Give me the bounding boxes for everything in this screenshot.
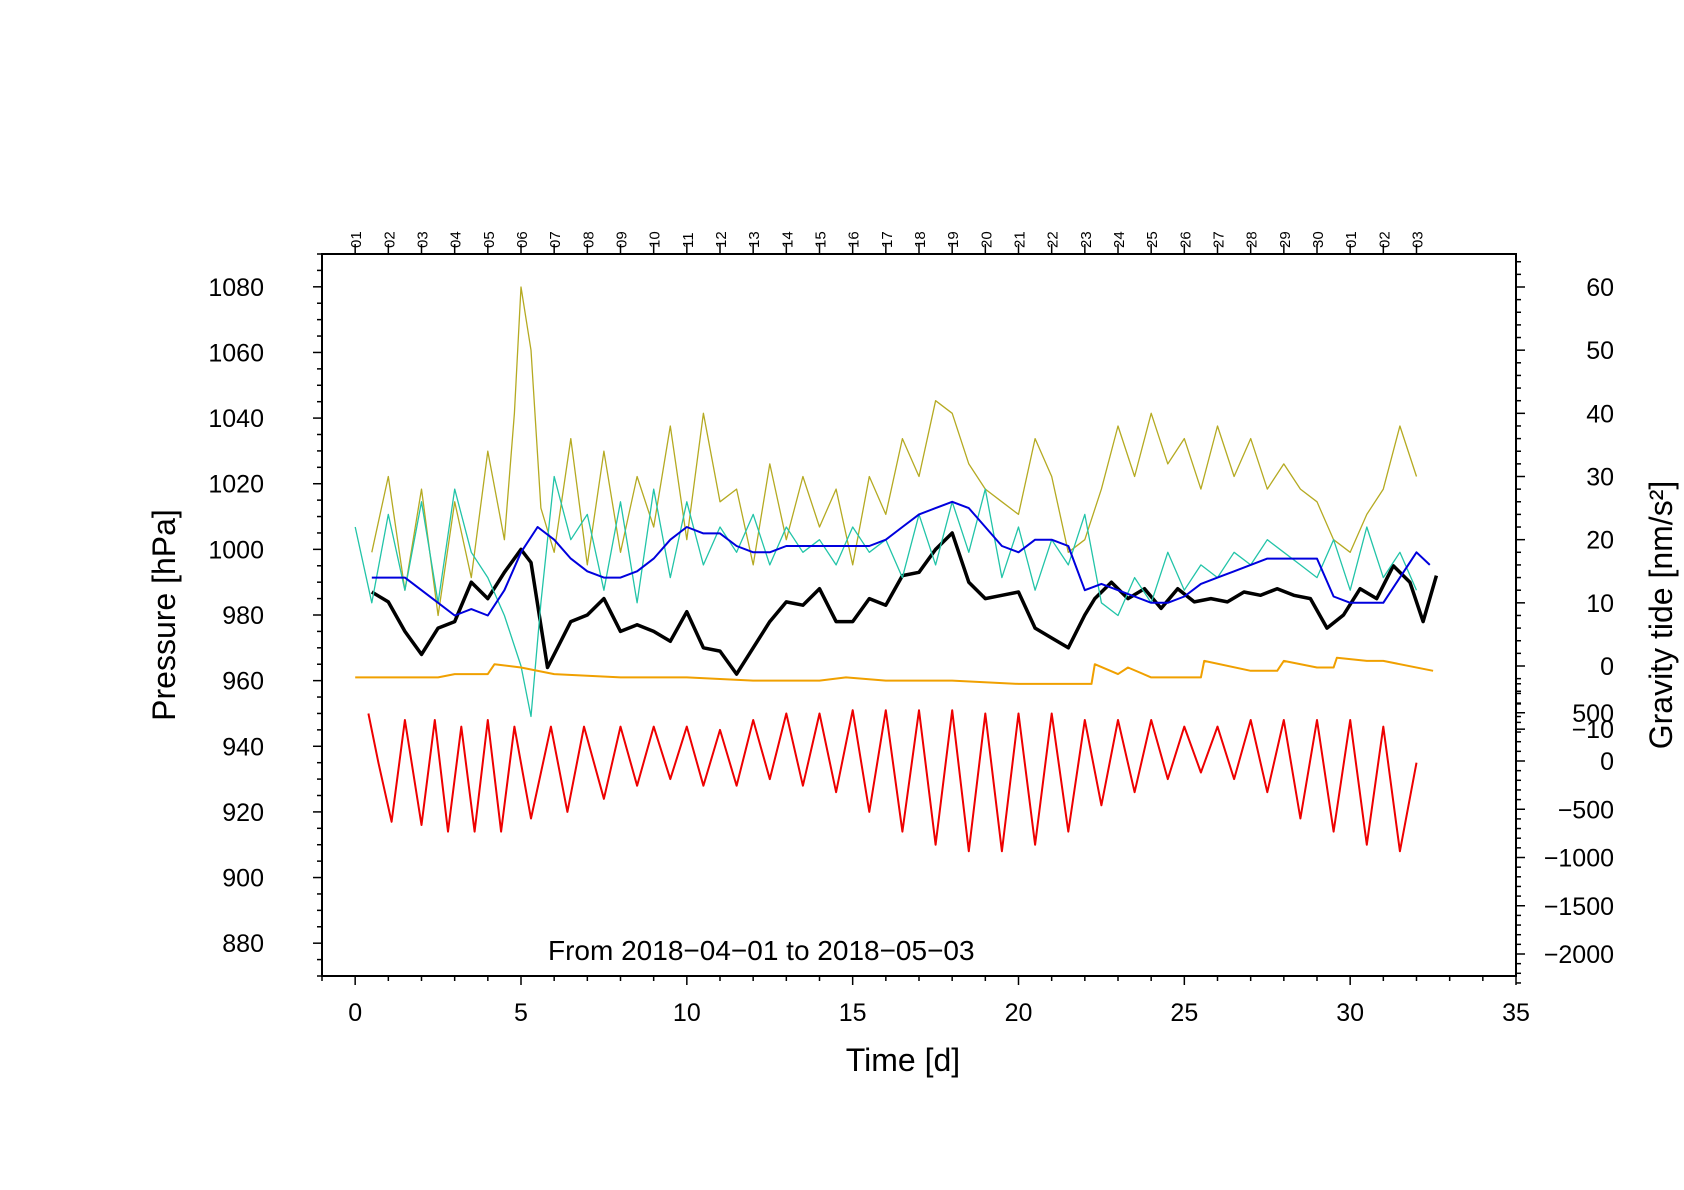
series-line-offset-orange — [355, 656, 1434, 685]
y-right-axis-title: Gravity tide [nm/s²] — [1643, 481, 1679, 750]
top-day-label: 08 — [580, 231, 597, 248]
y-left-tick-label: 1080 — [208, 274, 264, 302]
annotation-date-range: From 2018−04−01 to 2018−05−03 — [548, 935, 975, 966]
series-line-gravity-tide-amplitude-teal — [354, 475, 1418, 718]
y-left-tick-label: 960 — [222, 668, 264, 696]
y-right-upper-tick-label: 50 — [1586, 337, 1614, 365]
top-day-label: 09 — [614, 231, 631, 248]
y-left-tick-label: 1040 — [208, 405, 264, 433]
top-day-label: 03 — [415, 231, 432, 248]
y-left-tick-label: 900 — [222, 865, 264, 893]
series-layer — [354, 286, 1439, 853]
top-day-label: 14 — [779, 231, 796, 248]
x-tick-label: 5 — [514, 999, 528, 1027]
top-day-label: 21 — [1012, 231, 1029, 248]
top-day-label: 01 — [1343, 231, 1360, 248]
y-left-axis-title: Pressure [hPa] — [146, 509, 182, 721]
y-right-lower-tick-label: −1000 — [1544, 845, 1614, 873]
top-day-label: 07 — [547, 231, 564, 248]
y-right-upper-tick-label: 20 — [1586, 527, 1614, 555]
tick-marks — [313, 244, 1525, 985]
top-day-label: 22 — [1045, 231, 1062, 248]
x-tick-label: 25 — [1170, 999, 1198, 1027]
y-left-tick-label: 1020 — [208, 471, 264, 499]
y-left-tick-label: 980 — [222, 602, 264, 630]
top-day-label: 26 — [1177, 231, 1194, 248]
y-right-lower-tick-label: −1500 — [1544, 893, 1614, 921]
y-right-upper-tick-label: 40 — [1586, 400, 1614, 428]
y-left-tick-label: 880 — [222, 930, 264, 958]
top-day-label: 13 — [746, 231, 763, 248]
x-tick-label: 0 — [348, 999, 362, 1027]
y-left-tick-label: 920 — [222, 799, 264, 827]
top-day-label: 05 — [481, 231, 498, 248]
top-day-label: 20 — [978, 231, 995, 248]
top-day-label: 28 — [1244, 231, 1261, 248]
top-day-label: 23 — [1078, 231, 1095, 248]
top-day-label: 17 — [879, 231, 896, 248]
y-left-tick-label: 1060 — [208, 339, 264, 367]
top-day-label: 27 — [1211, 231, 1228, 248]
y-left-tick-label: 1000 — [208, 536, 264, 564]
top-day-label: 02 — [1376, 231, 1393, 248]
top-day-label: 10 — [647, 231, 664, 248]
top-day-label: 16 — [846, 231, 863, 248]
top-day-label: 03 — [1410, 231, 1427, 248]
top-day-label: 25 — [1144, 231, 1161, 248]
x-tick-label: 10 — [673, 999, 701, 1027]
y-right-upper-tick-label: 30 — [1586, 464, 1614, 492]
x-axis-title: Time [d] — [846, 1042, 960, 1078]
series-line-gravity-tide-amplitude-olive — [371, 286, 1418, 617]
y-right-upper-tick-label: −10 — [1572, 716, 1614, 744]
top-day-label: 29 — [1277, 231, 1294, 248]
top-day-label: 01 — [348, 231, 365, 248]
top-day-label: 02 — [381, 231, 398, 248]
top-day-label: 04 — [448, 231, 465, 248]
plot-frame — [321, 253, 1517, 977]
x-tick-label: 20 — [1005, 999, 1033, 1027]
series-line-gravity-tide-envelope-blue — [371, 500, 1431, 617]
top-day-label: 24 — [1111, 231, 1128, 248]
top-day-label: 19 — [945, 231, 962, 248]
y-left-tick-label: 940 — [222, 733, 264, 761]
x-tick-label: 35 — [1502, 999, 1530, 1027]
series-line-pressure — [370, 531, 1439, 676]
x-tick-label: 30 — [1336, 999, 1364, 1027]
top-day-label: 06 — [514, 231, 531, 248]
y-right-lower-tick-label: −500 — [1558, 796, 1614, 824]
top-day-label: 30 — [1310, 231, 1327, 248]
top-day-label: 15 — [813, 231, 830, 248]
top-day-label: 12 — [713, 231, 730, 248]
y-right-lower-tick-label: 0 — [1600, 748, 1614, 776]
y-right-lower-tick-label: 500 — [1572, 700, 1614, 728]
top-day-label: 11 — [680, 232, 697, 248]
y-right-upper-tick-label: 60 — [1586, 274, 1614, 302]
top-day-label: 18 — [912, 231, 929, 248]
series-line-gravity-tide-red — [367, 709, 1418, 853]
y-right-upper-tick-label: 10 — [1586, 590, 1614, 618]
y-right-upper-tick-label: 0 — [1600, 653, 1614, 681]
y-right-lower-tick-label: −2000 — [1544, 941, 1614, 969]
x-tick-label: 15 — [839, 999, 867, 1027]
